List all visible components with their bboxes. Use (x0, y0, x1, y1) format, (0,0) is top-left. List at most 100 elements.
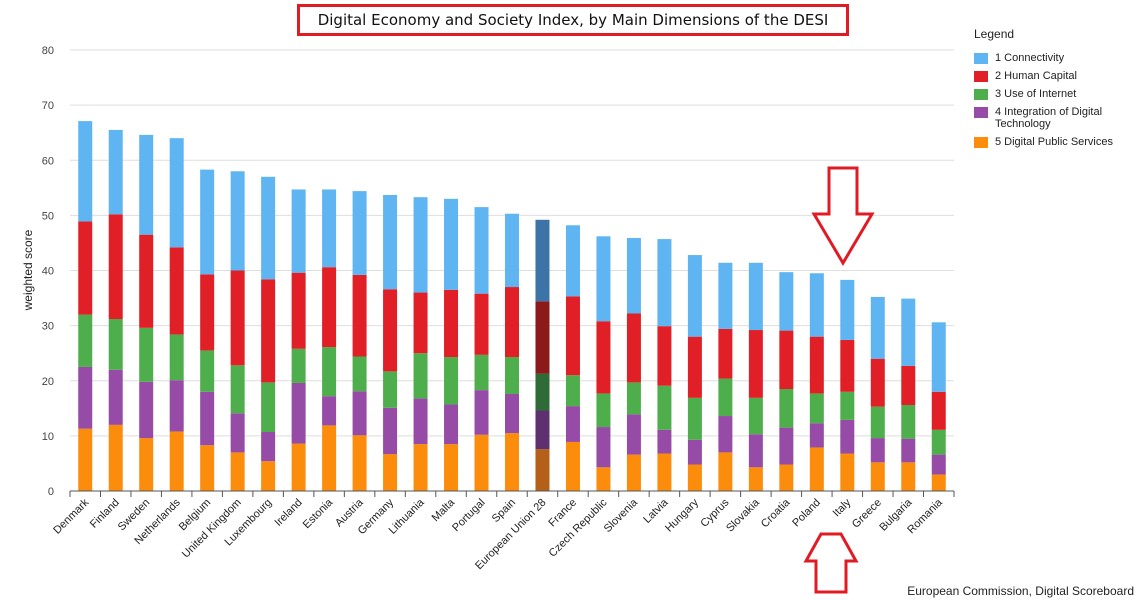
bar-segment (413, 292, 428, 354)
bar-segment (261, 461, 276, 491)
bar-segment (565, 375, 580, 407)
legend-label: 1 Connectivity (995, 52, 1065, 64)
bar-segment (657, 385, 672, 430)
bar-segment (931, 454, 946, 475)
bar-segment (870, 438, 885, 463)
bar-segment (931, 474, 946, 491)
bar-segment (78, 314, 93, 367)
bar-segment (413, 398, 428, 445)
bar-segment (626, 237, 641, 314)
bar-segment (809, 423, 824, 448)
y-tick-label: 40 (42, 266, 54, 278)
bar-segment (200, 274, 215, 351)
bar-segment (779, 464, 794, 491)
bar-segment (474, 390, 489, 435)
bar-segment (657, 326, 672, 386)
legend-item[interactable]: 5 Digital Public Services (974, 136, 1134, 148)
bar-segment (779, 389, 794, 428)
bar-segment (931, 391, 946, 430)
category-label: Hungary (663, 496, 701, 534)
bar-segment (474, 434, 489, 491)
bar-segment (687, 397, 702, 440)
bar-segment (200, 445, 215, 491)
bar-segment (840, 279, 855, 340)
y-tick-label: 50 (42, 210, 54, 222)
bar-segment (596, 393, 611, 428)
category-label: Croatia (759, 496, 793, 530)
bar-segment (535, 449, 550, 491)
bar-segment (383, 194, 398, 290)
bar-segment (200, 169, 215, 275)
bar-segment (657, 453, 672, 491)
legend-swatch (974, 89, 988, 100)
category-label: Malta (430, 496, 458, 524)
bar-segment (779, 272, 794, 331)
bar-segment (931, 322, 946, 392)
bar-segment (444, 357, 459, 405)
bar-segment (169, 247, 184, 335)
bar-segment (748, 262, 763, 331)
legend-item[interactable]: 1 Connectivity (974, 52, 1134, 64)
bar-segment (596, 427, 611, 468)
bar-segment (444, 198, 459, 290)
bar-segment (383, 371, 398, 408)
bar-segment (169, 431, 184, 491)
bar-segment (748, 434, 763, 468)
bar-segment (261, 432, 276, 462)
bar-segment (596, 467, 611, 491)
legend-label: 3 Use of Internet (995, 88, 1077, 100)
bar-segment (139, 438, 154, 491)
bar-segment (718, 328, 733, 379)
bar-segment (505, 287, 519, 358)
bar-segment (261, 382, 276, 433)
legend-label: 5 Digital Public Services (995, 136, 1113, 148)
legend-item[interactable]: 2 Human Capital (974, 70, 1134, 82)
bar-segment (718, 416, 733, 453)
bar-segment (901, 365, 916, 406)
bar-segment (870, 406, 885, 439)
bar-segment (291, 382, 306, 444)
bar-segment (687, 336, 702, 398)
bar-segment (108, 369, 123, 425)
bar-segment (352, 391, 367, 436)
y-tick-label: 30 (42, 321, 54, 333)
bar-segment (657, 429, 672, 454)
bar-segment (870, 358, 885, 407)
legend-item[interactable]: 3 Use of Internet (974, 88, 1134, 100)
bar-segment (565, 441, 580, 491)
bar-segment (718, 262, 733, 329)
category-label: Poland (790, 497, 823, 530)
bar-segment (108, 424, 123, 491)
bar-segment (413, 197, 428, 293)
bar-segment (230, 171, 245, 271)
bar-segment (687, 464, 702, 491)
legend-title: Legend (974, 27, 1015, 41)
bar-segment (383, 454, 398, 491)
bar-segment (809, 336, 824, 394)
bar-segment (870, 462, 885, 491)
bar-segment (474, 354, 489, 391)
bar-segment (535, 301, 550, 374)
chart-title-box: Digital Economy and Society Index, by Ma… (297, 4, 849, 36)
legend-item[interactable]: 4 Integration of Digital Technology (974, 106, 1134, 130)
bar-segment (139, 381, 154, 439)
y-tick-label: 0 (48, 486, 54, 498)
bar-segment (779, 427, 794, 465)
bar-segment (565, 296, 580, 376)
bar-segment (474, 293, 489, 355)
bar-segment (291, 272, 306, 349)
y-axis-ticks: 0 10 20 30 40 50 60 70 80 (42, 45, 54, 498)
legend: Legend 1 Connectivity 2 Human Capital 3 Us… (974, 27, 1134, 154)
legend-items: 1 Connectivity 2 Human Capital 3 Use of In… (974, 52, 1134, 148)
bar-segment (809, 273, 824, 337)
bar-segment (840, 391, 855, 420)
category-label: Ireland (272, 497, 304, 529)
bar-segment (444, 444, 459, 491)
bar-segment (748, 330, 763, 398)
bar-segment (291, 348, 306, 383)
bar-segment (535, 373, 550, 411)
bar-segment (200, 391, 215, 446)
category-label: Estonia (301, 496, 336, 531)
bar-segment (78, 221, 93, 315)
